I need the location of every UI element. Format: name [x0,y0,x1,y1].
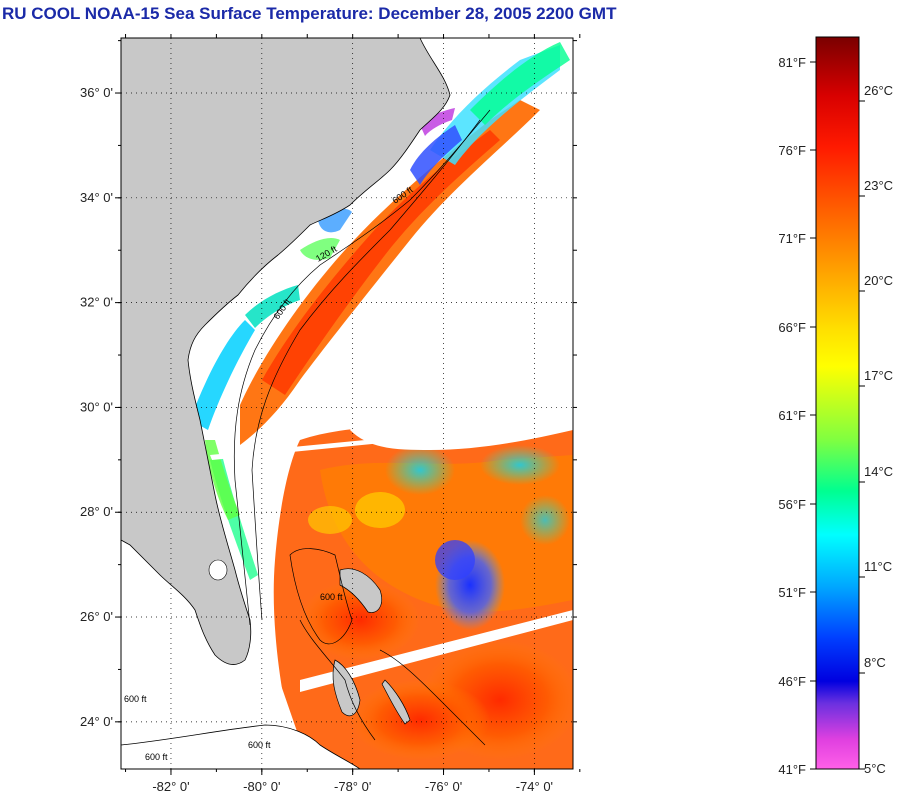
lon-label: -74° 0' [516,779,553,794]
lon-label: -76° 0' [425,779,462,794]
colorbar-c-label: 23°C [864,178,893,193]
colorbar-f-label: 56°F [778,497,806,512]
lat-label: 28° 0' [80,504,113,519]
lat-label: 24° 0' [80,714,113,729]
contour-label: 600 ft [124,694,147,704]
land-southeast-us [120,37,451,665]
colorbar-fahrenheit-labels: 81°F 76°F 71°F 66°F 61°F 56°F 51°F 46°F 41°F [778,55,816,777]
lon-label: -82° 0' [152,779,189,794]
lon-label: -78° 0' [334,779,371,794]
colorbar-c-label: 26°C [864,83,893,98]
colorbar-f-label: 51°F [778,585,806,600]
lat-label: 32° 0' [80,295,113,310]
colorbar-f-label: 76°F [778,143,806,158]
lon-label: -80° 0' [243,779,280,794]
colorbar-celsius-labels: 26°C 23°C 20°C 17°C 14°C 11°C 8°C 5°C [859,83,893,776]
colorbar-f-label: 61°F [778,408,806,423]
land-bahamas-exuma [381,679,411,725]
colorbar-c-label: 5°C [864,761,886,776]
colorbar-f-label: 66°F [778,320,806,335]
bathymetry-contours [233,109,491,746]
colorbar-c-label: 14°C [864,464,893,479]
colorbar-c-label: 17°C [864,368,893,383]
colorbar-f-label: 46°F [778,674,806,689]
map-title: RU COOL NOAA-15 Sea Surface Temperature:… [2,4,617,23]
land-cuba [120,724,362,770]
longitude-labels: -82° 0' -80° 0' -78° 0' -76° 0' -74° 0' [152,779,553,794]
lat-label: 36° 0' [80,85,113,100]
contour-label: 600 ft [320,592,343,602]
lat-label: 26° 0' [80,609,113,624]
colorbar-f-label: 71°F [778,231,806,246]
colorbar-c-label: 11°C [864,559,892,574]
contour-label: 600 ft [248,740,271,750]
land-bahamas-andros [332,659,361,717]
sst-data-layer [121,42,573,769]
land-bahamas [339,568,382,613]
colorbar-f-label: 81°F [778,55,806,70]
contour-label: 600 ft [145,752,168,762]
colorbar-f-label: 41°F [778,762,806,777]
lat-label: 34° 0' [80,190,113,205]
map-gridlines [115,34,581,775]
latitude-labels: 36° 0' 34° 0' 32° 0' 30° 0' 28° 0' 26° 0' 24° … [80,85,113,729]
colorbar-c-label: 8°C [864,655,886,670]
map-border [120,37,574,770]
colorbar-c-label: 20°C [864,273,893,288]
colorbar [815,36,860,770]
lat-label: 30° 0' [80,399,113,414]
lake-okeechobee [208,559,228,581]
